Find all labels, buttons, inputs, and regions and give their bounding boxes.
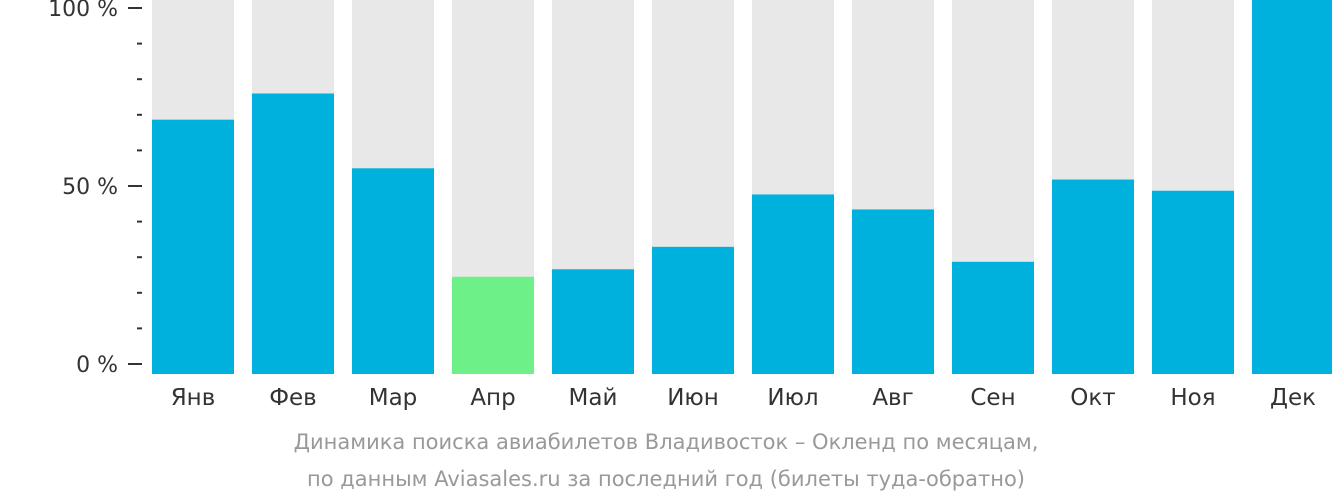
x-tick-label-3: Мар <box>369 385 418 411</box>
bar-9 <box>952 261 1034 374</box>
x-tick-label-8: Авг <box>872 385 913 411</box>
bar-2 <box>252 93 334 374</box>
x-tick-label-4: Апр <box>470 385 515 411</box>
chart-caption-line-1: Динамика поиска авиабилетов Владивосток … <box>293 430 1039 454</box>
x-tick-label-5: Май <box>569 385 618 411</box>
x-tick-label-2: Фев <box>269 385 317 411</box>
chart-caption-line-2: по данным Aviasales.ru за последний год … <box>307 467 1025 491</box>
bar-3 <box>352 168 434 374</box>
bar-7 <box>752 194 834 374</box>
bar-10 <box>1052 179 1134 374</box>
x-tick-label-12: Дек <box>1270 385 1316 411</box>
y-axis: 0 % 50 % 100 % <box>48 0 142 378</box>
bar-1 <box>152 119 234 375</box>
y-tick-label: 0 % <box>76 353 118 378</box>
bar-11 <box>1152 190 1234 374</box>
x-axis-labels: Янв Фев Мар Апр Май Июн Июл Авг Сен Окт Ноя Дек <box>171 385 1316 411</box>
x-tick-label-10: Окт <box>1070 385 1115 411</box>
bar-12 <box>1252 0 1332 374</box>
x-tick-label-7: Июл <box>767 385 818 411</box>
x-tick-label-11: Ноя <box>1170 385 1215 411</box>
x-tick-label-6: Июн <box>667 385 719 411</box>
y-tick-label: 50 % <box>62 175 118 200</box>
bar-4 <box>452 276 534 374</box>
x-tick-label-1: Янв <box>171 385 216 411</box>
bar-5 <box>552 269 634 374</box>
x-tick-label-9: Сен <box>970 385 1015 411</box>
y-tick-label: 100 % <box>48 0 118 22</box>
bar-chart: 0 % 50 % 100 % Янв Фев Мар Апр Май Июн Июл Авг Сен… <box>48 0 1332 411</box>
bar-8 <box>852 209 934 374</box>
bar-6 <box>652 246 734 374</box>
bars <box>152 0 1332 375</box>
